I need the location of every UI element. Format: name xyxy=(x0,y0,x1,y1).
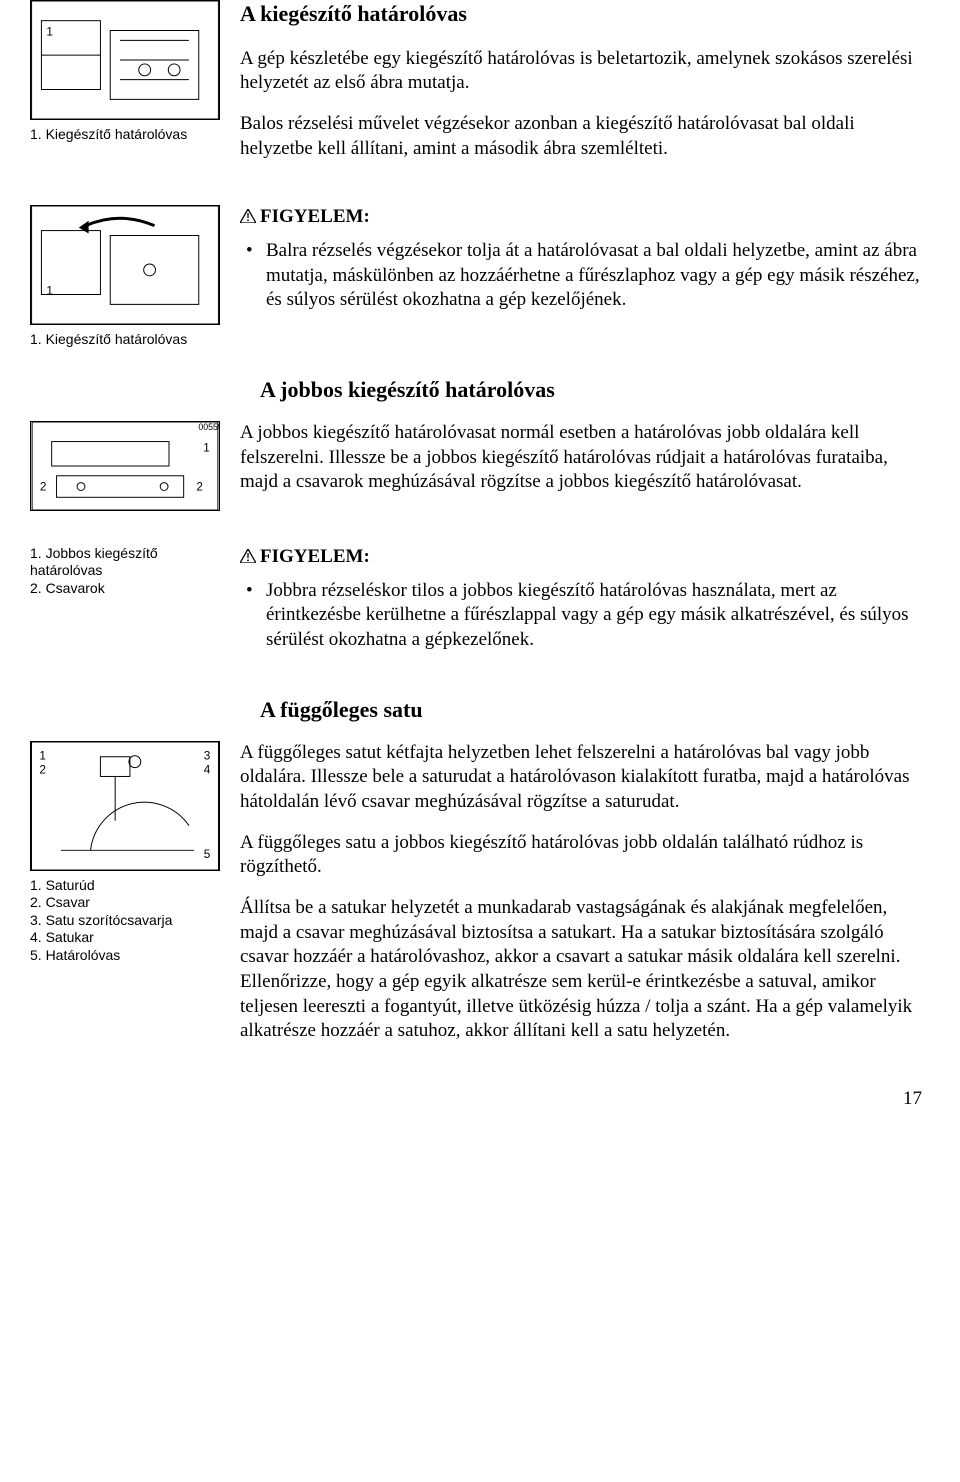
section-heading: A függőleges satu xyxy=(260,697,930,723)
svg-text:5: 5 xyxy=(204,847,211,861)
svg-text:1: 1 xyxy=(46,284,53,298)
section-heading: A kiegészítő határolóvas xyxy=(240,0,930,29)
warning-label: FIGYELEM: xyxy=(260,206,370,227)
warning-bullet: Jobbra rézseléskor tilos a jobbos kiegés… xyxy=(240,579,930,653)
figure-caption: 5. Határolóvas xyxy=(30,947,220,965)
figure-sec1: 1 xyxy=(30,0,220,120)
schematic-icon: 005595 1 2 2 xyxy=(31,422,219,510)
schematic-icon: 1 2 3 4 5 xyxy=(31,742,219,870)
schematic-icon: 1 xyxy=(31,1,219,119)
warning-heading: FIGYELEM: xyxy=(240,205,930,231)
figure-caption: 2. Csavar xyxy=(30,894,220,912)
figure-caption: 1. Kiegészítő határolóvas xyxy=(30,331,220,349)
warning-label: FIGYELEM: xyxy=(260,546,370,567)
body-text: A függőleges satu a jobbos kiegészítő ha… xyxy=(240,831,930,880)
svg-text:3: 3 xyxy=(204,748,211,762)
warning-bullet: Balra rézselés végzésekor tolja át a hat… xyxy=(240,239,930,313)
figure-caption: 1. Kiegészítő határolóvas xyxy=(30,126,220,144)
svg-text:4: 4 xyxy=(204,762,211,776)
svg-text:2: 2 xyxy=(196,480,203,493)
schematic-icon: 1 xyxy=(31,206,219,324)
body-text: Balos rézselési művelet végzésekor azonb… xyxy=(240,112,930,161)
figure-caption: 1. Jobbos kiegészítő határolóvas xyxy=(30,545,220,580)
figure-sec4: 1 2 3 4 5 xyxy=(30,741,220,871)
warning-icon xyxy=(240,206,256,231)
figure-caption: 2. Csavarok xyxy=(30,580,220,598)
svg-text:2: 2 xyxy=(39,762,46,776)
svg-text:005595: 005595 xyxy=(198,422,219,432)
body-text: Állítsa be a satukar helyzetét a munkada… xyxy=(240,896,930,1044)
section-heading: A jobbos kiegészítő határolóvas xyxy=(260,377,930,403)
body-text: A függőleges satut kétfajta helyzetben l… xyxy=(240,741,930,815)
body-text: A jobbos kiegészítő határolóvasat normál… xyxy=(240,421,930,495)
figure-caption: 1. Saturúd xyxy=(30,877,220,895)
page-number: 17 xyxy=(30,1088,930,1110)
warning-heading: FIGYELEM: xyxy=(240,545,930,571)
figure-sec3: 005595 1 2 2 xyxy=(30,421,220,511)
body-text: A gép készletébe egy kiegészítő határoló… xyxy=(240,47,930,96)
svg-text:2: 2 xyxy=(40,480,47,493)
figure-sec2: 1 xyxy=(30,205,220,325)
svg-text:1: 1 xyxy=(39,748,46,762)
warning-icon xyxy=(240,546,256,571)
figure-caption: 4. Satukar xyxy=(30,929,220,947)
figure-caption: 3. Satu szorítócsavarja xyxy=(30,912,220,930)
svg-text:1: 1 xyxy=(203,441,210,454)
svg-text:1: 1 xyxy=(46,24,53,38)
